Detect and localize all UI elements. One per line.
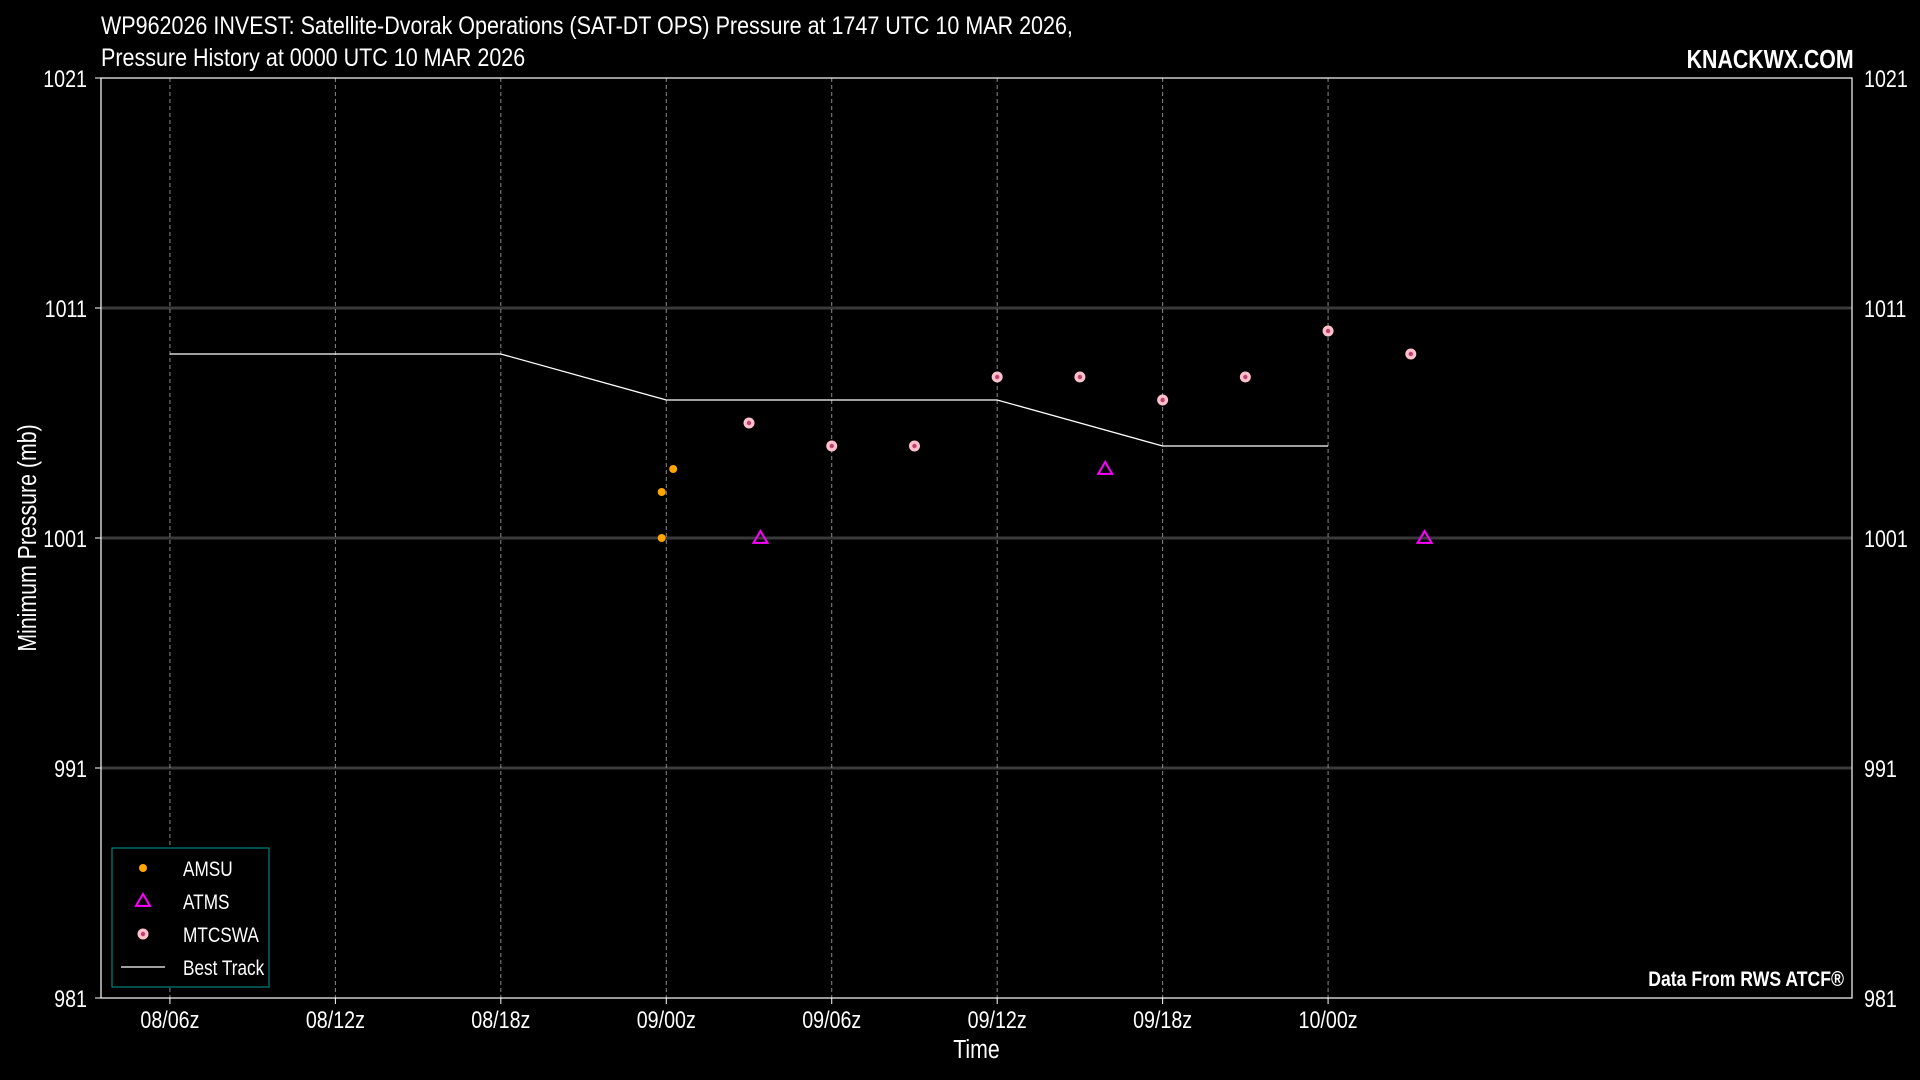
- amsu-point: [657, 488, 666, 496]
- legend-amsu-label: AMSU: [183, 859, 233, 882]
- x-tick-label: 09/12z: [968, 1006, 1027, 1033]
- mtcswa-point-center: [1408, 351, 1414, 357]
- legend-atms-marker: [134, 892, 152, 907]
- y-tick-label-left: 1001: [43, 525, 87, 552]
- atms-point: [1096, 460, 1114, 475]
- best-track-line: [169, 353, 1329, 447]
- y-tick-label-left: 991: [54, 755, 87, 782]
- brand-watermark: KNACKWX.COM: [1687, 44, 1854, 74]
- y-tick-label-left: 981: [54, 985, 87, 1012]
- y-tick-label-right: 1011: [1864, 295, 1906, 322]
- x-tick-label: 09/06z: [802, 1006, 861, 1033]
- mtcswa-point-center: [912, 443, 917, 449]
- legend-mtcswa-label: MTCSWA: [183, 925, 259, 948]
- x-tick-label: 08/06z: [140, 1006, 199, 1033]
- legend-atms-label: ATMS: [183, 892, 230, 915]
- atms-point: [751, 529, 770, 544]
- mtcswa-point-center: [1325, 328, 1331, 334]
- x-axis-label: Time: [953, 1035, 1000, 1065]
- y-axis-label: Minimum Pressure (mb): [13, 424, 43, 651]
- legend-best-track-label: Best Track: [183, 958, 265, 981]
- amsu-point: [669, 465, 678, 473]
- y-tick-label-right: 1001: [1864, 525, 1908, 552]
- x-tick-label: 09/18z: [1133, 1006, 1192, 1033]
- legend-mtcswa-marker-center: [140, 931, 146, 937]
- amsu-point: [657, 534, 666, 542]
- y-tick-label-right: 1021: [1864, 65, 1908, 92]
- mtcswa-point-center: [994, 374, 1000, 380]
- y-tick-label-left: 1011: [45, 295, 87, 322]
- mtcswa-point-center: [746, 420, 752, 426]
- chart-title-line2: Pressure History at 0000 UTC 10 MAR 2026: [101, 44, 526, 72]
- y-tick-label-right: 981: [1864, 985, 1897, 1012]
- x-tick-label: 08/12z: [306, 1006, 365, 1033]
- mtcswa-point-center: [1077, 374, 1083, 380]
- y-tick-label-right: 991: [1864, 755, 1897, 782]
- mtcswa-point-center: [829, 443, 834, 449]
- chart-title-line1: WP962026 INVEST: Satellite-Dvorak Operat…: [101, 12, 1073, 40]
- x-tick-label: 08/18z: [471, 1006, 530, 1033]
- y-tick-label-left: 1021: [43, 65, 87, 92]
- legend-amsu-marker: [139, 864, 147, 872]
- legend: AMSU ATMS MTCSWA Best Track: [111, 847, 270, 988]
- mtcswa-point-center: [1243, 374, 1248, 380]
- mtcswa-point-center: [1160, 397, 1165, 403]
- x-tick-label: 09/00z: [637, 1006, 696, 1033]
- x-tick-label: 10/00z: [1299, 1006, 1358, 1033]
- atms-point: [1415, 529, 1434, 544]
- legend-box: [111, 847, 270, 988]
- data-credit: Data From RWS ATCF®: [1648, 968, 1844, 992]
- chart-title: WP962026 INVEST: Satellite-Dvorak Operat…: [101, 10, 1073, 74]
